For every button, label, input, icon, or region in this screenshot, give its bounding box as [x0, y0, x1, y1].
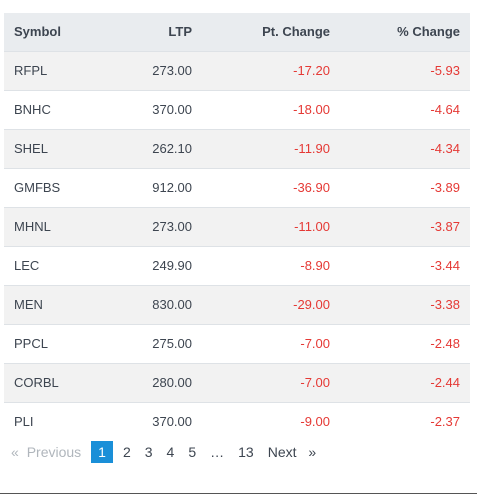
pagination-ellipsis: …: [210, 444, 225, 460]
symbol-cell[interactable]: CORBL: [14, 375, 59, 390]
pct-change-cell: -2.37: [430, 414, 460, 430]
pt-change-cell: -17.20: [293, 63, 330, 78]
page-button-1[interactable]: 1: [91, 441, 113, 463]
column-header-ltp[interactable]: LTP: [168, 24, 192, 40]
page-button-5[interactable]: 5: [188, 444, 197, 460]
symbol-cell[interactable]: BNHC: [14, 102, 51, 117]
ltp-cell: 370.00: [152, 102, 192, 117]
ltp-cell: 249.90: [152, 258, 192, 273]
table-header: Symbol LTP Pt. Change % Change: [4, 13, 470, 51]
symbol-cell[interactable]: SHEL: [14, 141, 48, 156]
ltp-cell: 275.00: [152, 336, 192, 351]
table-row: LEC 249.90 -8.90 -3.44: [4, 246, 470, 285]
table-body: RFPL 273.00 -17.20 -5.93 BNHC 370.00 -18…: [4, 51, 470, 441]
symbol-cell[interactable]: PLI: [14, 414, 34, 430]
next-label: Next: [267, 444, 297, 460]
pt-change-cell: -11.90: [294, 141, 330, 156]
pt-change-cell: -7.00: [300, 336, 330, 351]
pct-change-cell: -3.38: [430, 297, 460, 312]
bottom-divider: [0, 493, 477, 494]
ltp-cell: 370.00: [152, 414, 192, 430]
ltp-cell: 830.00: [152, 297, 192, 312]
pct-change-cell: -4.64: [430, 102, 460, 117]
table-row: MHNL 273.00 -11.00 -3.87: [4, 207, 470, 246]
table-header-row: Symbol LTP Pt. Change % Change: [4, 13, 470, 51]
losers-table: Symbol LTP Pt. Change % Change RFPL 273.…: [4, 13, 470, 441]
table-row: PLI 370.00 -9.00 -2.37: [4, 402, 470, 441]
symbol-cell[interactable]: MHNL: [14, 219, 51, 234]
pct-change-cell: -3.87: [430, 219, 460, 234]
ltp-cell: 262.10: [152, 141, 192, 156]
pct-change-cell: -2.44: [430, 375, 460, 390]
pt-change-cell: -8.90: [300, 258, 330, 273]
pt-change-cell: -36.90: [293, 180, 330, 195]
previous-label: Previous: [26, 444, 82, 460]
ltp-cell: 912.00: [152, 180, 192, 195]
double-chevron-right-icon: »: [308, 444, 317, 460]
symbol-cell[interactable]: RFPL: [14, 63, 48, 78]
pct-change-cell: -5.93: [430, 63, 460, 78]
column-header-pct-change[interactable]: % Change: [397, 24, 460, 40]
table-row: CORBL 280.00 -7.00 -2.44: [4, 363, 470, 402]
ltp-cell: 280.00: [152, 375, 192, 390]
symbol-cell[interactable]: GMFBS: [14, 180, 61, 195]
table-row: RFPL 273.00 -17.20 -5.93: [4, 51, 470, 90]
symbol-cell[interactable]: MEN: [14, 297, 43, 312]
symbol-cell[interactable]: PPCL: [14, 336, 48, 351]
losers-table-container: Symbol LTP Pt. Change % Change RFPL 273.…: [4, 13, 470, 441]
ltp-cell: 273.00: [152, 219, 192, 234]
column-header-symbol[interactable]: Symbol: [14, 24, 61, 40]
pt-change-cell: -9.00: [300, 414, 330, 430]
table-row: BNHC 370.00 -18.00 -4.64: [4, 90, 470, 129]
table-row: PPCL 275.00 -7.00 -2.48: [4, 324, 470, 363]
table-row: SHEL 262.10 -11.90 -4.34: [4, 129, 470, 168]
pagination: « Previous 1 2 3 4 5 … 13 Next »: [4, 441, 323, 463]
pct-change-cell: -3.44: [430, 258, 460, 273]
ltp-cell: 273.00: [152, 63, 192, 78]
symbol-cell[interactable]: LEC: [14, 258, 40, 273]
table-row: MEN 830.00 -29.00 -3.38: [4, 285, 470, 324]
pct-change-cell: -4.34: [430, 141, 460, 156]
pt-change-cell: -29.00: [293, 297, 330, 312]
page-button-13[interactable]: 13: [238, 444, 254, 460]
pt-change-cell: -18.00: [293, 102, 330, 117]
pct-change-cell: -3.89: [430, 180, 460, 195]
page-button-3[interactable]: 3: [144, 444, 153, 460]
previous-button[interactable]: « Previous: [4, 441, 88, 463]
double-chevron-left-icon: «: [11, 444, 19, 460]
page-button-4[interactable]: 4: [166, 444, 175, 460]
pct-change-cell: -2.48: [430, 336, 460, 351]
column-header-pt-change[interactable]: Pt. Change: [262, 24, 330, 40]
page-button-2[interactable]: 2: [122, 444, 131, 460]
next-button[interactable]: Next »: [261, 441, 323, 463]
table-row: GMFBS 912.00 -36.90 -3.89: [4, 168, 470, 207]
pt-change-cell: -11.00: [294, 219, 330, 234]
pt-change-cell: -7.00: [300, 375, 330, 390]
